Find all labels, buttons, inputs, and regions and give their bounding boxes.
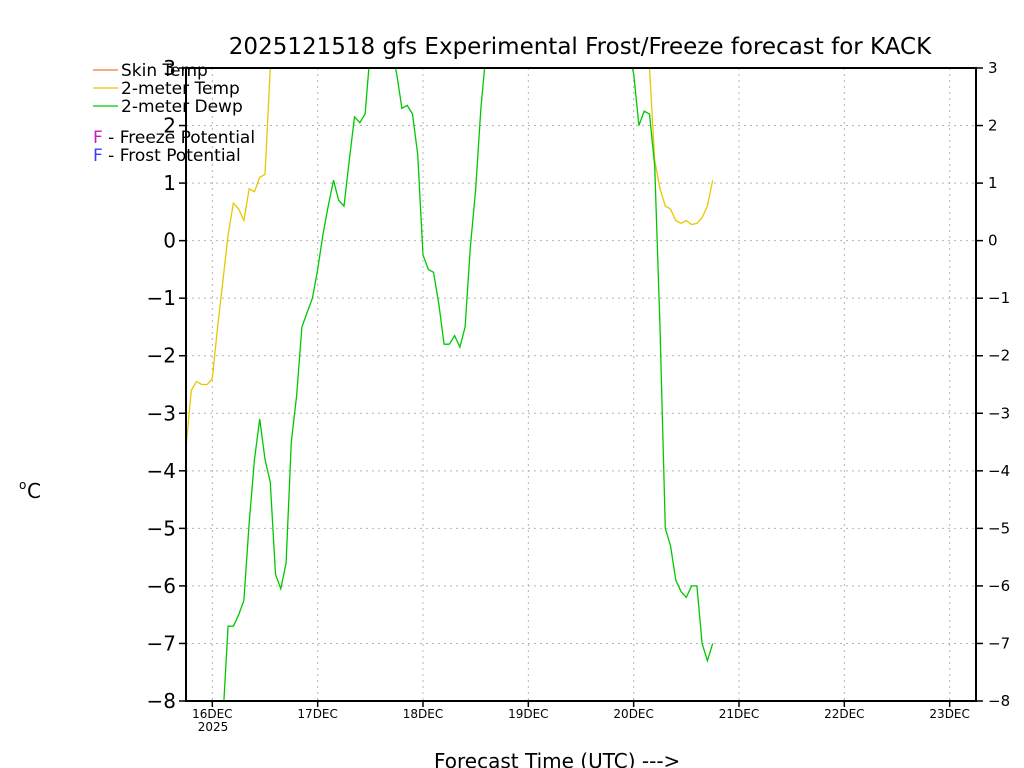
degree-symbol: o [19, 478, 26, 492]
plot-frame [185, 67, 977, 702]
potential-legend-entry: F - Freeze Potential [93, 128, 255, 148]
y-tick-label-right: −6 [988, 577, 1010, 595]
potential-letter: F [93, 128, 103, 148]
y-axis-right: −8 −7 −6 −5 −4 −3 −2 −1 0 1 2 3 [976, 59, 1010, 710]
potential-text: - Frost Potential [103, 146, 241, 166]
legend-label: 2-meter Temp [121, 79, 240, 99]
series-line-2-meter-temp [186, 68, 714, 448]
x-tick-label: 22DEC [824, 707, 864, 721]
y-tick-label: −5 [147, 516, 176, 540]
y-tick-label: −1 [147, 286, 176, 310]
potential-text: - Freeze Potential [103, 128, 255, 148]
y-tick-label-right: −7 [988, 634, 1010, 652]
y-tick-label-right: 1 [988, 174, 998, 192]
y-tick-label: 3 [163, 56, 176, 80]
y-tick-label-right: −8 [988, 692, 1010, 710]
y-tick-label-right: −4 [988, 462, 1010, 480]
x-tick-label: 23DEC [929, 707, 969, 721]
potential-letter: F [93, 146, 103, 166]
y-tick-label-right: 2 [988, 117, 998, 135]
y-tick-label: 1 [163, 171, 176, 195]
x-tick-label: 16DEC [192, 707, 232, 721]
x-axis: 16DEC 17DEC 18DEC 19DEC 20DEC 21DEC 22DEC 23DEC [192, 701, 970, 721]
y-tick-label: −3 [147, 401, 176, 425]
y-axis-left: −8 −7 −6 −5 −4 −3 −2 −1 0 1 2 3 [147, 56, 186, 713]
x-tick-label: 17DEC [297, 707, 337, 721]
y-tick-label: 0 [163, 229, 176, 253]
grid-lines [186, 68, 976, 701]
x-tick-label: 20DEC [613, 707, 653, 721]
y-tick-label: −6 [147, 574, 176, 598]
y-axis-label: o C [19, 478, 41, 503]
legend-label: 2-meter Dewp [121, 97, 243, 117]
y-tick-label: 2 [163, 114, 176, 138]
y-tick-label-right: −1 [988, 289, 1010, 307]
y-tick-label-right: 0 [988, 232, 998, 250]
y-unit-label: C [27, 479, 41, 503]
y-tick-label-right: −5 [988, 519, 1010, 537]
x-axis-label: Forecast Time (UTC) ---> [434, 749, 680, 768]
x-tick-label: 19DEC [508, 707, 548, 721]
y-tick-label: −2 [147, 344, 176, 368]
y-tick-label: −4 [147, 459, 176, 483]
y-tick-label: −7 [147, 631, 176, 655]
chart-title: 2025121518 gfs Experimental Frost/Freeze… [229, 34, 932, 60]
potential-legend-entry: F - Frost Potential [93, 146, 241, 166]
series-group [186, 68, 714, 701]
y-tick-label-right: −2 [988, 347, 1010, 365]
y-tick-label: −8 [147, 689, 176, 713]
y-tick-label-right: 3 [988, 59, 998, 77]
y-tick-label-right: −3 [988, 404, 1010, 422]
x-tick-label: 21DEC [719, 707, 759, 721]
legend-label: Skin Temp [121, 61, 208, 81]
x-tick-sublabel: 2025 [198, 720, 229, 734]
x-tick-label: 18DEC [403, 707, 443, 721]
series-line-2-meter-dewp [223, 68, 714, 701]
